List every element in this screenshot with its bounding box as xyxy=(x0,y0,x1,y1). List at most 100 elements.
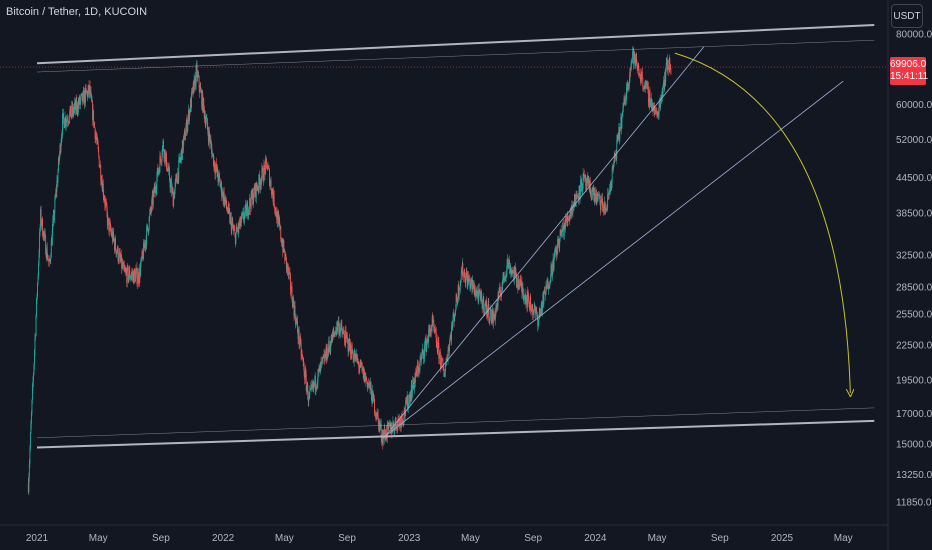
candle-body xyxy=(407,395,409,410)
candle-body xyxy=(175,178,177,183)
candle-body xyxy=(581,178,583,192)
symbol-title[interactable]: Bitcoin / Tether, 1D, KUCOIN xyxy=(6,6,148,18)
candle-body xyxy=(287,266,289,275)
candle-body xyxy=(439,352,441,353)
time-axis[interactable]: 2021 May Sep 2022 May Sep 2023 May Sep 2024 May Sep… xyxy=(26,533,853,544)
candle-body xyxy=(641,71,643,79)
candle-body xyxy=(668,68,670,70)
candle-body xyxy=(192,87,193,91)
candle-body xyxy=(104,200,106,206)
candle-body xyxy=(210,139,212,143)
candle-body xyxy=(378,418,380,430)
candle-body xyxy=(418,368,420,370)
candle-body xyxy=(193,80,194,94)
candle-body xyxy=(428,329,430,343)
candle-body xyxy=(222,190,224,196)
candle-body xyxy=(296,318,298,323)
candle-body xyxy=(339,328,341,334)
candle-body xyxy=(203,106,205,118)
candle-body xyxy=(603,206,605,211)
channel-line[interactable] xyxy=(36,23,875,65)
candle-body xyxy=(153,188,155,194)
candle-body xyxy=(115,238,116,249)
candle-body xyxy=(280,226,282,239)
candle-body xyxy=(219,179,221,187)
candle-body xyxy=(320,362,321,373)
candle-body xyxy=(191,90,193,93)
candle-body xyxy=(589,180,591,194)
candle-body xyxy=(71,105,73,114)
candle-body xyxy=(471,279,473,289)
candle-body xyxy=(232,227,234,230)
candle-body xyxy=(99,165,101,167)
candle-body xyxy=(485,301,487,307)
candle-body xyxy=(225,197,227,202)
candle-body xyxy=(411,387,413,397)
candle-body xyxy=(439,352,441,365)
candle-body xyxy=(147,228,149,233)
candle-body xyxy=(593,192,595,200)
candle-body xyxy=(291,286,293,301)
candle-body xyxy=(230,217,232,232)
candle-body xyxy=(105,202,107,205)
candle-body xyxy=(79,96,81,104)
candle-body xyxy=(156,177,158,190)
candle-body xyxy=(498,289,500,300)
candle-body xyxy=(654,105,655,116)
candle-body xyxy=(31,400,33,414)
candle-body xyxy=(407,404,409,410)
candle-body xyxy=(659,103,661,105)
candle-body xyxy=(87,90,89,98)
candle-body xyxy=(565,216,567,220)
price-axis[interactable]: 80000.0 60000.0 52000.0 44500.0 38500.0 32500… xyxy=(896,30,932,509)
candle-body xyxy=(238,223,240,229)
channel-line[interactable] xyxy=(36,419,875,449)
trend-line[interactable] xyxy=(385,80,844,437)
trend-line[interactable] xyxy=(384,46,705,437)
candle-body xyxy=(520,282,522,287)
candle-body xyxy=(482,302,484,309)
projection-arrow[interactable] xyxy=(674,52,850,393)
candle-body xyxy=(456,294,458,302)
candle-body xyxy=(396,426,397,427)
channel-inner-line[interactable] xyxy=(36,39,875,73)
candle-body xyxy=(259,183,261,188)
candle-body xyxy=(234,233,236,244)
candle-body xyxy=(141,251,143,259)
candle-body xyxy=(160,160,162,162)
candle-body xyxy=(648,90,650,105)
candle-body xyxy=(130,275,132,278)
candle-body xyxy=(150,210,152,211)
candle-body xyxy=(599,195,601,204)
candle-body xyxy=(526,295,527,300)
candle-body xyxy=(649,100,651,107)
candle-body xyxy=(148,217,150,230)
candle-body xyxy=(544,293,546,295)
candle-body xyxy=(231,223,233,232)
candle-body xyxy=(81,93,83,95)
candle-body xyxy=(427,339,429,341)
currency-button[interactable]: USDT xyxy=(891,4,923,28)
candle-body xyxy=(143,242,145,260)
candle-body xyxy=(206,118,208,119)
candle-body xyxy=(454,312,456,315)
candle-body xyxy=(616,140,618,159)
candle-body xyxy=(390,426,392,434)
candle-body xyxy=(363,369,365,383)
candle-body xyxy=(334,333,336,335)
channel-inner-line[interactable] xyxy=(36,407,875,439)
candle-body xyxy=(635,57,637,64)
candle-body xyxy=(412,377,414,384)
candle-body xyxy=(60,144,61,152)
candle-body xyxy=(425,337,427,352)
candle-body xyxy=(143,242,145,249)
candle-body xyxy=(404,409,406,415)
candle-body xyxy=(611,181,613,189)
candle-body xyxy=(197,73,199,78)
candle-body xyxy=(221,195,223,197)
candle-body xyxy=(83,91,85,105)
candle-body xyxy=(398,419,400,426)
candle-body xyxy=(245,204,247,206)
candle-body xyxy=(662,92,664,94)
